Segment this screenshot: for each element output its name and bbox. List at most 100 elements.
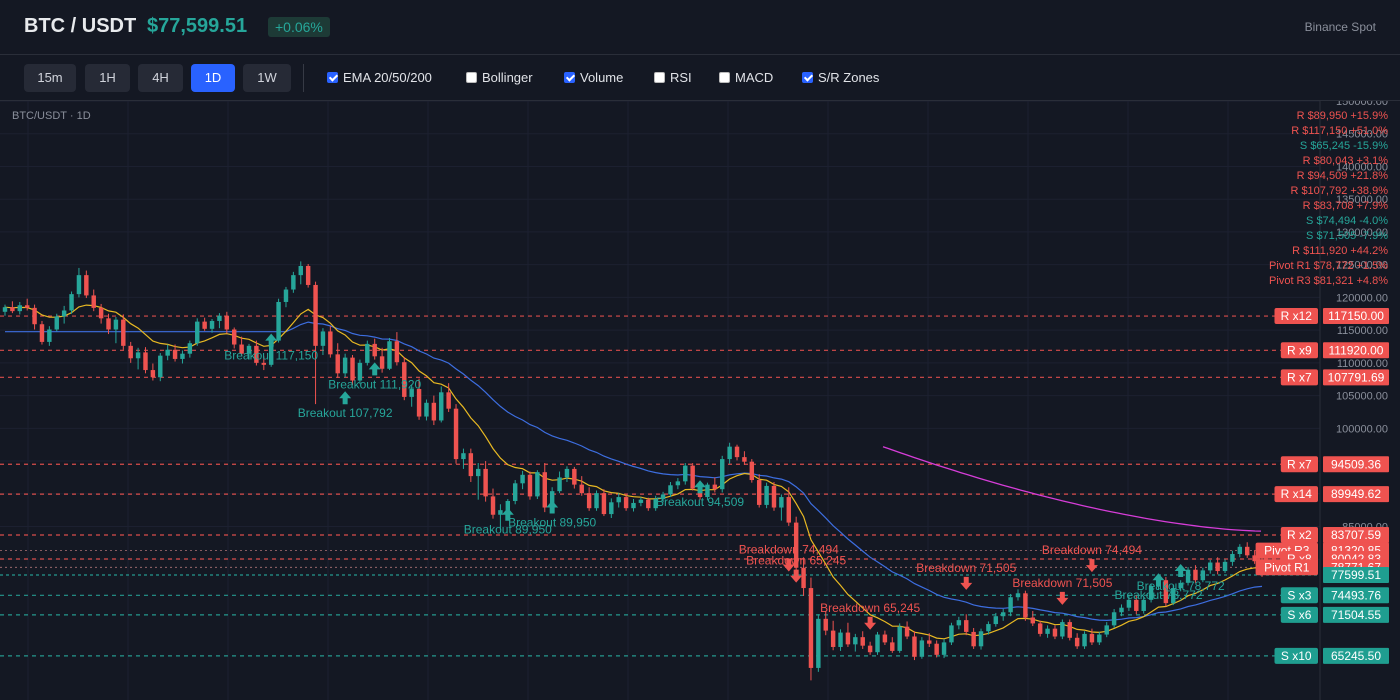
signal-label: Breakout 78,772 <box>1137 579 1225 593</box>
candle-body <box>1163 580 1169 604</box>
checkbox-unchecked-icon[interactable] <box>654 72 665 83</box>
toggle-volume-label: Volume <box>580 70 624 85</box>
toggle-macd[interactable]: MACD <box>719 70 773 85</box>
candle-body <box>638 499 644 503</box>
candle-body <box>121 319 126 346</box>
price-axis-level-value: 65245.50 <box>1331 649 1381 663</box>
toggle-ema[interactable]: EMA 20/50/200 <box>327 70 432 85</box>
candle-body <box>379 356 385 369</box>
signal-label: Breakout 117,150 <box>224 349 318 363</box>
checkbox-unchecked-icon[interactable] <box>719 72 730 83</box>
toggle-rsi[interactable]: RSI <box>654 70 692 85</box>
chart-canvas[interactable]: 150000.00 145000.00 140000.00 135000.00 1300… <box>0 101 1400 700</box>
candle-body <box>793 522 799 568</box>
price-axis-level-value: 83707.59 <box>1331 528 1381 542</box>
candle-body <box>816 618 821 668</box>
checkbox-unchecked-icon[interactable] <box>466 72 477 83</box>
sr-level-tag <box>1274 486 1318 503</box>
candle-body <box>1074 637 1080 647</box>
candle-body <box>808 588 814 668</box>
price-axis-level-box <box>1323 342 1389 359</box>
candle-body <box>1111 612 1117 626</box>
candle-body <box>239 344 244 354</box>
timeframe-1d-button[interactable]: 1D <box>191 64 235 92</box>
candle-body <box>1008 597 1013 613</box>
signal-label: Breakout 107,792 <box>298 406 393 420</box>
breakdown-arrow-down-icon <box>782 558 795 572</box>
breakdown-arrow-down-icon <box>1085 559 1098 573</box>
breakout-arrow-up-icon <box>339 391 352 405</box>
sr-zone-entry: Pivot R1 $78,772 +1.5% <box>1269 260 1388 272</box>
candle-body <box>17 305 23 312</box>
candle-body <box>150 370 156 378</box>
timeframe-4h-button[interactable]: 4H <box>138 64 183 92</box>
candle-body <box>845 632 851 645</box>
candle-body <box>409 389 414 397</box>
price-axis-tick-label: 110000.00 <box>1337 358 1388 370</box>
breakout-arrow-up-icon <box>1152 573 1165 587</box>
toggle-bollinger[interactable]: Bollinger <box>466 70 533 85</box>
candle-body <box>520 474 525 484</box>
price-axis-level-value: 77599.51 <box>1331 568 1381 582</box>
candle-body <box>54 316 59 330</box>
timeframe-15m-button[interactable]: 15m <box>24 64 76 92</box>
candle-body <box>1193 569 1198 581</box>
sr-level-tag <box>1280 526 1318 543</box>
candle-body <box>305 265 311 285</box>
candle-body <box>927 640 932 644</box>
toggle-volume[interactable]: Volume <box>564 70 623 85</box>
timeframe-1w-button[interactable]: 1W <box>243 64 291 92</box>
candle-body <box>712 484 718 490</box>
price-chart[interactable]: 150000.00 145000.00 140000.00 135000.00 1300… <box>0 101 1400 700</box>
sr-level-tag-text: S x3 <box>1287 588 1311 602</box>
candle-body <box>978 631 984 647</box>
candle-body <box>564 468 570 478</box>
sr-zone-entry: R $117,150 +51.0% <box>1291 125 1388 137</box>
checkbox-checked-icon[interactable] <box>802 72 813 83</box>
candle-body <box>1200 570 1206 581</box>
timeframe-1h-button[interactable]: 1H <box>85 64 130 92</box>
candle-body <box>1237 546 1243 555</box>
candle-body <box>690 465 695 489</box>
price-axis-level-value: 111920.00 <box>1329 343 1384 357</box>
price-axis-tick-label: 140000.00 <box>1336 161 1388 173</box>
signal-label: Breakout 78,772 <box>1114 588 1202 602</box>
checkbox-checked-icon[interactable] <box>564 72 575 83</box>
candle-body <box>1037 623 1043 634</box>
candle-body <box>172 349 178 359</box>
breakout-arrow-up-icon <box>694 480 707 494</box>
candle-body <box>1097 634 1102 643</box>
sr-zone-entry: R $83,708 +7.9% <box>1302 200 1388 212</box>
candle-body <box>10 307 15 312</box>
checkbox-checked-icon[interactable] <box>327 72 338 83</box>
price-axis-tick-label: 105000.00 <box>1336 391 1388 403</box>
candle-body <box>1000 612 1006 617</box>
candle-body <box>1052 628 1058 637</box>
candle-body <box>1030 617 1036 624</box>
candle-body <box>801 567 806 589</box>
candle-body <box>453 408 459 460</box>
candle-body <box>476 468 481 477</box>
sr-level-tag <box>1280 587 1318 604</box>
candle-body <box>224 315 230 330</box>
breakdown-arrow-down-icon <box>960 576 973 590</box>
candle-body <box>904 626 910 637</box>
candle-body <box>912 636 917 657</box>
price-axis-tick-label: 135000.00 <box>1336 194 1388 206</box>
candle-body <box>897 626 902 651</box>
toggle-sr-zones[interactable]: S/R Zones <box>802 70 879 85</box>
candle-body <box>779 497 784 508</box>
candle-body <box>919 640 925 657</box>
candle-body <box>320 331 326 346</box>
breakout-arrow-up-icon <box>546 500 559 514</box>
candle-body <box>971 631 976 647</box>
sr-level-tag-text: S x10 <box>1281 649 1312 663</box>
signal-label: Breakdown 74,494 <box>739 542 839 556</box>
candle-body <box>1222 561 1228 572</box>
price-axis-level-value: 94509.36 <box>1331 457 1381 471</box>
toggle-bollinger-label: Bollinger <box>482 70 533 85</box>
candle-body <box>1134 599 1139 611</box>
sr-level-tag <box>1274 308 1318 325</box>
candle-body <box>653 499 658 509</box>
ema-200-line <box>882 446 1262 532</box>
